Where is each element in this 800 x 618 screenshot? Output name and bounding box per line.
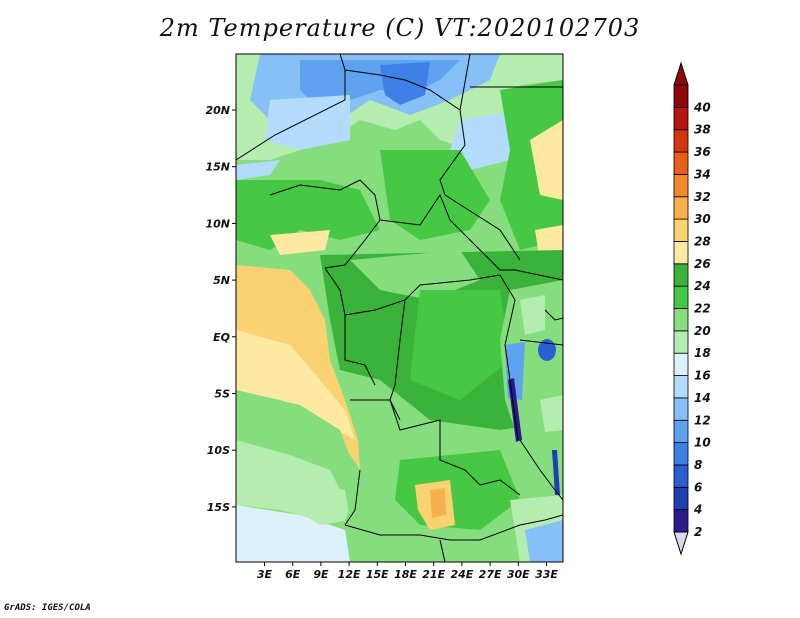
colorbar-label: 40 (693, 100, 711, 114)
lat-tick-label: 15S (207, 501, 230, 514)
colorbar-label: 16 (694, 369, 711, 383)
colorbar-label: 8 (694, 458, 702, 472)
lon-tick-label: 27E (479, 568, 502, 581)
footer-credit: GrADS: IGES/COLA (4, 603, 91, 613)
colorbar-swatch (673, 509, 689, 533)
colorbar-swatch (673, 241, 689, 265)
colorbar-swatch (673, 419, 689, 444)
longitude-axis: 3E 6E 9E 12E 15E 18E 21E 24E 27E 30E 33E (257, 562, 558, 581)
lat-tick-label: 5N (213, 274, 230, 287)
colorbar-label: 12 (694, 413, 711, 427)
map-title: 2m Temperature (C) VT:2020102703 (159, 14, 641, 42)
lon-tick-label: 3E (257, 568, 273, 581)
colorbar-swatch (673, 464, 689, 488)
colorbar-label: 38 (694, 123, 711, 137)
colorbar-swatch (673, 442, 689, 466)
lon-tick-label: 24E (450, 568, 473, 581)
lon-tick-label: 21E (422, 568, 445, 581)
lat-tick-label: 10S (207, 444, 230, 457)
colorbar-label: 32 (694, 190, 711, 204)
colorbar-swatch (673, 151, 689, 175)
colorbar-swatch (673, 173, 689, 198)
lon-tick-label: 9E (313, 568, 329, 581)
colorbar-label: 10 (694, 436, 711, 450)
colorbar-swatch (673, 397, 689, 421)
colorbar-swatch (673, 285, 689, 309)
lon-tick-label: 6E (285, 568, 301, 581)
colorbar-label: 2 (694, 525, 702, 539)
lon-tick-label: 12E (338, 568, 361, 581)
lon-tick-label: 33E (535, 568, 558, 581)
colorbar-label: 24 (694, 279, 711, 293)
lat-tick-label: EQ (213, 331, 230, 344)
colorbar-label: 6 (694, 480, 702, 494)
colorbar-arrow-high (673, 61, 689, 86)
map-frame (235, 53, 564, 563)
colorbar-label: 18 (694, 346, 711, 360)
colorbar-swatch (673, 330, 689, 354)
colorbar-label: 22 (694, 302, 711, 316)
colorbar-label: 20 (694, 324, 711, 338)
colorbar-arrow-low (673, 531, 689, 556)
lon-tick-label: 15E (366, 568, 389, 581)
lat-tick-label: 5S (214, 388, 230, 401)
colorbar-swatch (673, 129, 689, 153)
colorbar-swatch (673, 352, 689, 376)
lon-tick-label: 30E (507, 568, 530, 581)
colorbar-swatch (673, 106, 689, 131)
colorbar-swatch (673, 375, 689, 399)
colorbar-label: 26 (694, 257, 711, 271)
colorbar-swatch (673, 263, 689, 287)
latitude-axis: 20N 15N 10N 5N EQ 5S 10S 15S (205, 104, 236, 514)
colorbar-swatch (673, 486, 689, 511)
country-borders (236, 54, 563, 562)
lon-tick-label: 18E (394, 568, 417, 581)
colorbar-label: 14 (694, 391, 711, 405)
colorbar-swatch (673, 308, 689, 332)
colorbar-label: 4 (693, 503, 702, 517)
lat-tick-label: 15N (205, 161, 230, 174)
colorbar-label: 36 (694, 145, 711, 159)
colorbar-label: 30 (694, 212, 711, 226)
colorbar-swatch (673, 196, 689, 220)
colorbar-label: 28 (694, 234, 711, 248)
colorbar-swatch (673, 218, 689, 242)
colorbar-swatch (673, 84, 689, 108)
colorbar-label: 34 (694, 167, 711, 181)
lat-tick-label: 20N (205, 104, 230, 117)
lat-tick-label: 10N (205, 217, 230, 230)
